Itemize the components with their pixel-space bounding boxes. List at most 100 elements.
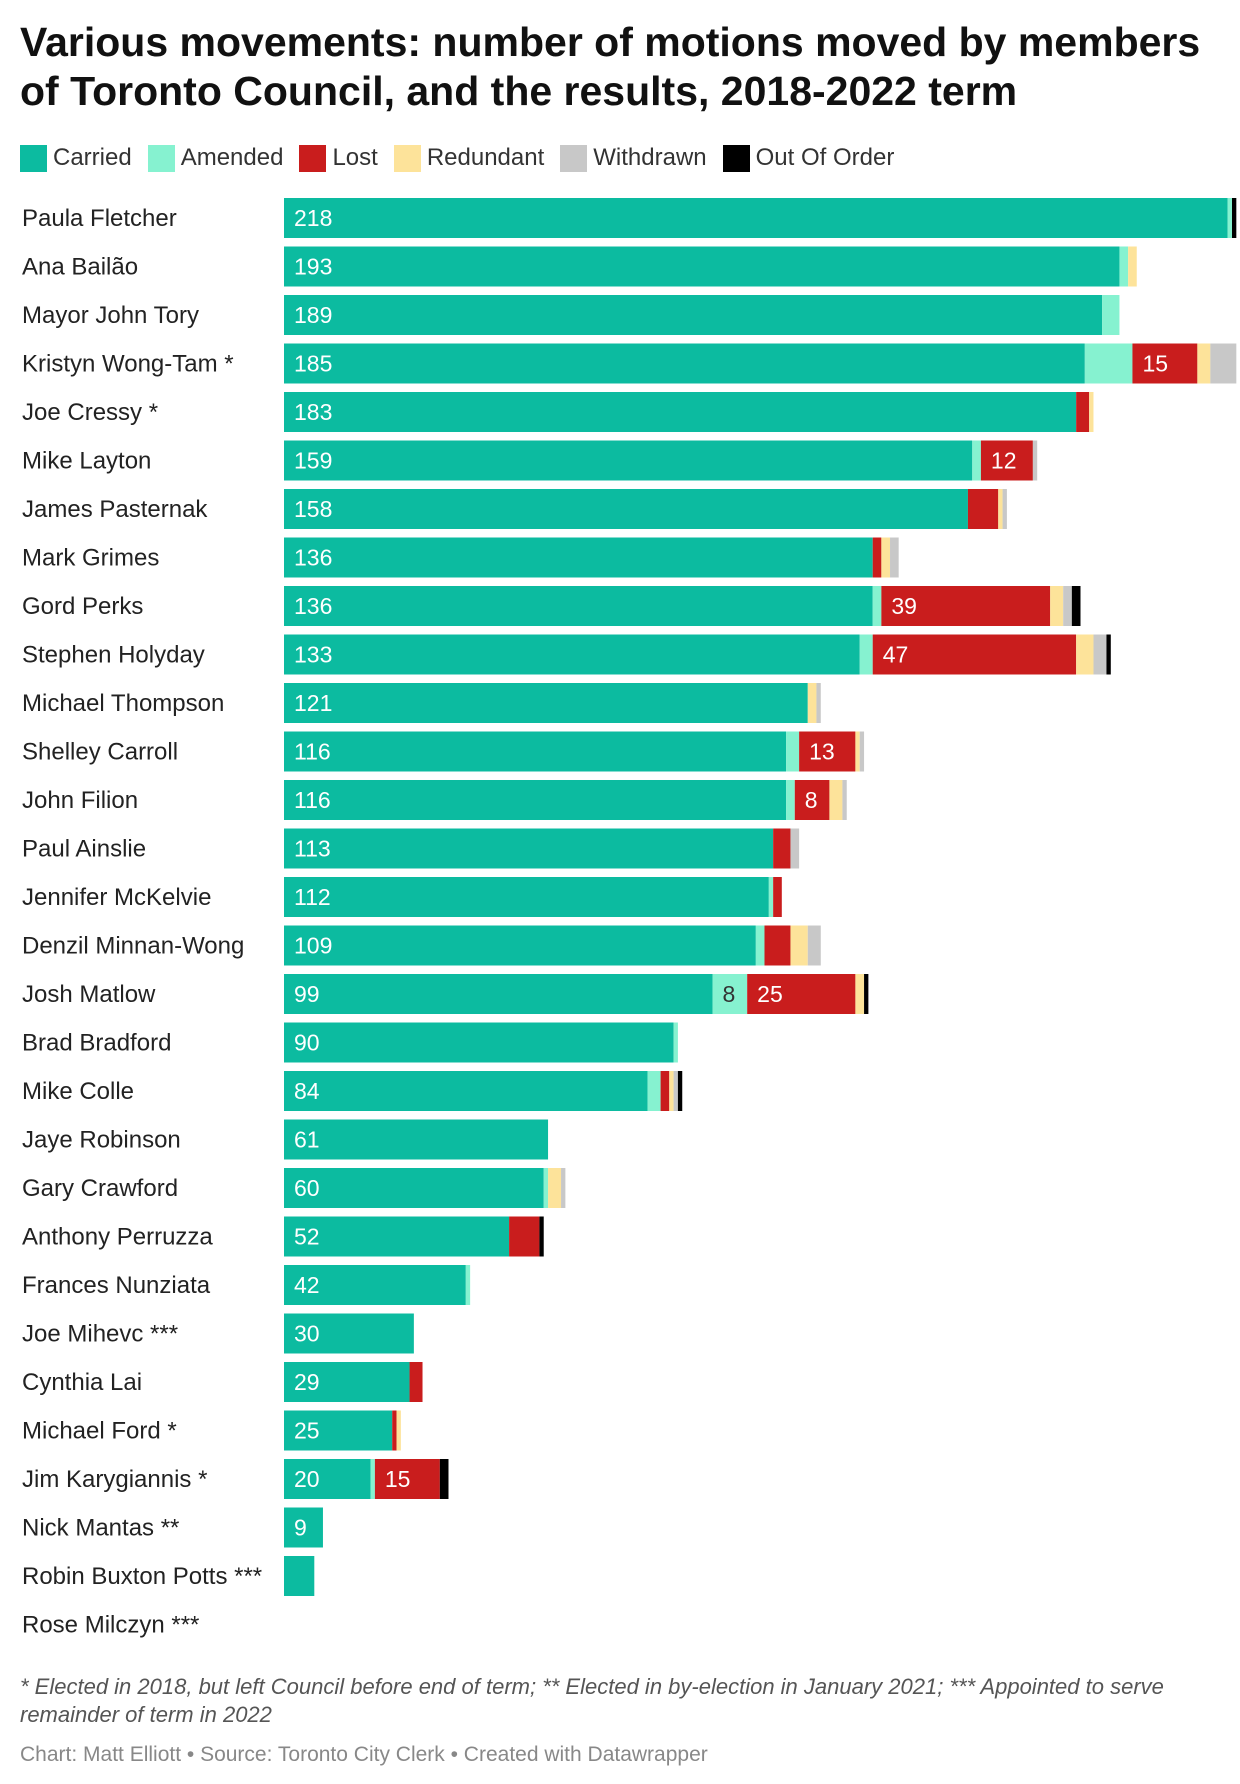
chart-legend: Carried Amended Lost Redundant Withdrawn Out … xyxy=(20,143,910,173)
bar-segment xyxy=(284,1168,544,1208)
category-label: Jaye Robinson xyxy=(22,1127,181,1154)
bar-segment xyxy=(1093,634,1107,675)
bar-segment xyxy=(872,586,882,626)
bar-segment xyxy=(284,1265,466,1305)
bar-segment xyxy=(764,925,791,966)
bar-segment xyxy=(284,634,860,675)
legend-label: Amended xyxy=(180,144,284,171)
data-label: 42 xyxy=(294,1272,320,1298)
bar-segment xyxy=(790,828,800,869)
category-label: Paula Fletcher xyxy=(22,205,177,232)
category-label: Josh Matlow xyxy=(22,981,156,1008)
legend-item: Lost xyxy=(299,144,378,172)
bar-segment xyxy=(859,634,873,675)
category-label: Mike Layton xyxy=(22,448,151,475)
bar-segment xyxy=(673,1071,678,1111)
data-label: 39 xyxy=(891,593,917,619)
bar-segment xyxy=(829,780,843,820)
data-label: 8 xyxy=(723,981,736,1007)
bar-segment xyxy=(284,489,968,529)
bar-segment xyxy=(284,731,787,772)
bar-segment xyxy=(396,1410,401,1451)
category-label: Jennifer McKelvie xyxy=(22,884,211,911)
category-label: Brad Bradford xyxy=(22,1030,171,1057)
bar-segment xyxy=(465,1265,471,1305)
bar-segment xyxy=(677,1071,683,1111)
bar-segment xyxy=(1084,343,1133,384)
data-label: 8 xyxy=(805,787,818,813)
bar-segment xyxy=(872,537,882,578)
data-label: 90 xyxy=(294,1030,320,1056)
bar-segment xyxy=(439,1459,449,1499)
legend-swatch xyxy=(393,144,421,172)
bar-segment xyxy=(284,1507,323,1548)
bar-segment xyxy=(1227,198,1232,238)
category-label: Jim Karygiannis * xyxy=(22,1466,207,1493)
data-label: 136 xyxy=(294,545,332,571)
chart-footnote: * Elected in 2018, but left Council befo… xyxy=(20,1674,1164,1727)
category-label: Rose Milczyn *** xyxy=(22,1612,199,1639)
bar-segment xyxy=(1106,634,1111,675)
bar-segment xyxy=(284,780,787,820)
category-label: Ana Bailão xyxy=(22,254,138,281)
chart-area: Paula Fletcher 218 Ana Bailão 193 Mayor John… xyxy=(0,195,1240,1645)
bar-segment xyxy=(561,1168,566,1208)
bar-segment xyxy=(1132,343,1198,384)
bar-segment xyxy=(284,974,713,1014)
data-label: 133 xyxy=(294,642,332,668)
category-label: Kristyn Wong-Tam * xyxy=(22,351,234,378)
bar-segment xyxy=(1089,392,1094,432)
bar-segment xyxy=(284,925,756,966)
legend-label: Carried xyxy=(53,144,132,171)
category-label: Robin Buxton Potts *** xyxy=(22,1563,262,1590)
category-label: Shelley Carroll xyxy=(22,739,178,766)
bar-segment xyxy=(284,1410,393,1451)
bar-segment xyxy=(284,1459,371,1499)
bar-segment xyxy=(660,1071,670,1111)
category-label: Michael Ford * xyxy=(22,1418,177,1445)
bar-segment xyxy=(842,780,847,820)
bar-segment xyxy=(864,974,869,1014)
data-label: 109 xyxy=(294,933,332,959)
data-label: 13 xyxy=(809,739,835,765)
category-label: Mike Colle xyxy=(22,1078,134,1105)
bar-segment xyxy=(807,925,821,966)
bar-segment xyxy=(1210,343,1237,384)
bar-segment xyxy=(773,828,791,869)
data-label: 30 xyxy=(294,1321,320,1347)
data-label: 116 xyxy=(294,739,331,765)
legend-item: Out Of Order xyxy=(722,144,894,172)
chart-title: Various movements: number of motions mov… xyxy=(20,19,1201,114)
bar-segment xyxy=(284,1313,414,1354)
data-label: 52 xyxy=(294,1224,320,1250)
category-label: Gord Perks xyxy=(22,593,143,620)
bar-segment xyxy=(712,974,748,1014)
data-label: 61 xyxy=(294,1127,320,1153)
data-label: 12 xyxy=(991,448,1017,474)
bar-segment xyxy=(284,586,873,626)
bar-segment xyxy=(284,440,973,481)
bar-segment xyxy=(284,1216,510,1257)
category-label: Anthony Perruzza xyxy=(22,1224,213,1251)
data-label: 185 xyxy=(294,351,332,377)
bar-segment xyxy=(799,731,856,772)
bar-segment xyxy=(755,925,765,966)
legend-swatch xyxy=(20,144,47,172)
bar-segment xyxy=(284,683,808,723)
legend-item: Withdrawn xyxy=(560,144,707,172)
bar-segment xyxy=(773,877,782,917)
bar-segment xyxy=(1071,586,1081,626)
category-label: Denzil Minnan-Wong xyxy=(22,933,244,960)
data-label: 159 xyxy=(294,448,332,474)
legend-label: Redundant xyxy=(426,144,545,171)
bar-segment xyxy=(786,731,800,772)
bar-segment xyxy=(539,1216,544,1257)
bar-segment xyxy=(794,780,830,820)
bar-segment xyxy=(284,198,1228,238)
data-label: 15 xyxy=(385,1466,411,1492)
bar-segment xyxy=(370,1459,375,1499)
category-label: Mark Grimes xyxy=(22,545,159,572)
category-label: Joe Mihevc *** xyxy=(22,1321,178,1348)
legend-item: Carried xyxy=(20,144,132,172)
bar-segment xyxy=(855,731,860,772)
